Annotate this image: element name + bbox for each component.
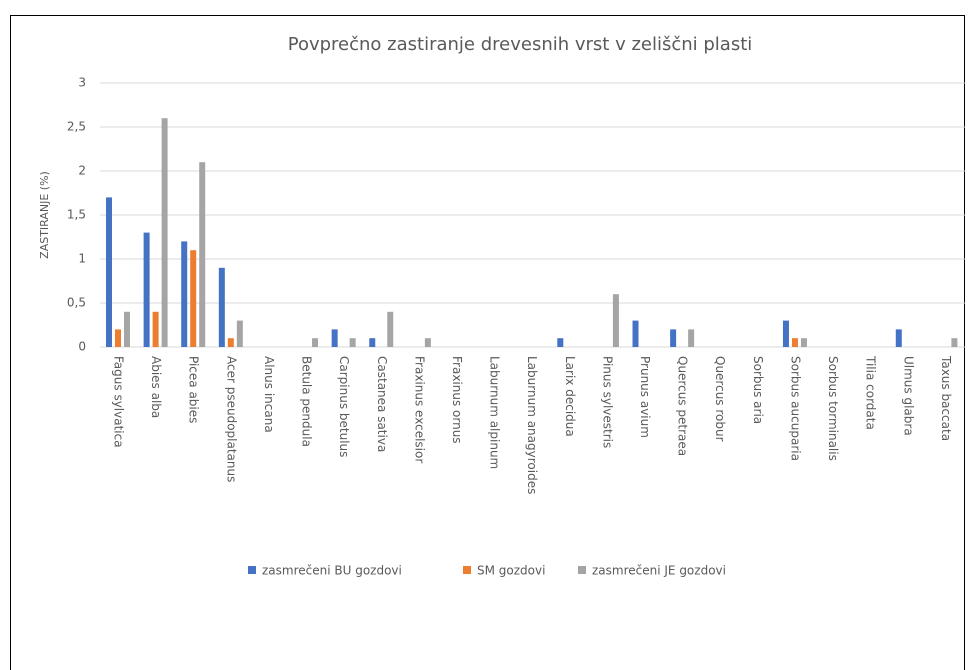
y-tick-label: 0 [78, 340, 86, 354]
x-tick-label: Picea abies [187, 356, 201, 423]
x-tick-label: Quercus robur [713, 356, 727, 442]
x-tick-label: Larix decidua [563, 356, 577, 437]
y-axis-label: ZASTIRANJE (%) [38, 171, 51, 259]
x-tick-label: Prunus avium [638, 356, 652, 438]
bar [161, 118, 168, 347]
x-tick-label: Castanea sativa [375, 356, 389, 452]
y-tick-label: 2 [78, 164, 86, 178]
bar [218, 267, 225, 347]
x-tick-label: Laburnum alpinum [488, 356, 502, 469]
bar [791, 338, 798, 347]
bar [800, 338, 807, 347]
bar [115, 329, 121, 347]
bar [387, 311, 394, 347]
bar [190, 250, 197, 347]
bar [424, 338, 431, 347]
legend-label: zasmrečeni JE gozdovi [592, 564, 726, 578]
legend-label: zasmrečeni BU gozdovi [262, 564, 402, 578]
legend-swatch [578, 566, 586, 574]
bar [181, 241, 188, 347]
x-tick-label: Fraxinus ornus [450, 356, 464, 444]
y-tick-label: 3 [78, 76, 86, 90]
x-tick-label: Sorbus torminalis [826, 356, 840, 461]
bar [227, 338, 234, 347]
x-tick-label: Ulmus glabra [901, 356, 915, 436]
bar [369, 338, 376, 347]
x-tick-label: Quercus petraea [676, 356, 690, 456]
bar [236, 320, 243, 347]
bar [199, 162, 206, 347]
legend-swatch [463, 566, 471, 574]
legend-swatch [248, 566, 256, 574]
bar [124, 311, 130, 347]
bar [331, 329, 338, 347]
bar [349, 338, 356, 347]
bar [312, 338, 319, 347]
x-tick-label: Carpinus betulus [337, 356, 351, 457]
bar [951, 338, 958, 347]
bar [895, 329, 902, 347]
bar [782, 320, 789, 347]
x-tick-label: Acer pseudoplatanus [224, 356, 238, 482]
bar [612, 294, 619, 347]
y-tick-label: 0,5 [67, 296, 86, 310]
bar [106, 197, 112, 347]
legend-label: SM gozdovi [477, 564, 545, 578]
x-tick-label: Laburnum anagyroides [525, 356, 539, 494]
x-tick-label: Fraxinus excelsior [412, 356, 426, 463]
x-tick-label: Tilia cordata [864, 355, 878, 430]
x-tick-label: Sorbus aria [751, 356, 765, 424]
x-tick-label: Abies alba [149, 356, 163, 418]
chart-title: Povprečno zastiranje drevesnih vrst v ze… [288, 34, 753, 55]
x-tick-label: Taxus baccata [939, 355, 953, 441]
x-tick-label: Pinus sylvestris [600, 356, 614, 448]
x-tick-label: Fagus sylvatica [112, 356, 126, 448]
y-tick-label: 2,5 [67, 120, 86, 134]
x-tick-label: Sorbus aucuparia [788, 356, 802, 461]
y-tick-label: 1 [78, 252, 86, 266]
x-tick-label: Alnus incana [262, 356, 276, 433]
bar [688, 329, 695, 347]
bar [632, 320, 639, 347]
y-tick-label: 1,5 [67, 208, 86, 222]
bar [143, 232, 150, 347]
x-tick-label: Betula pendula [300, 356, 314, 447]
bar [557, 338, 564, 347]
bar [152, 311, 159, 347]
bar [670, 329, 677, 347]
